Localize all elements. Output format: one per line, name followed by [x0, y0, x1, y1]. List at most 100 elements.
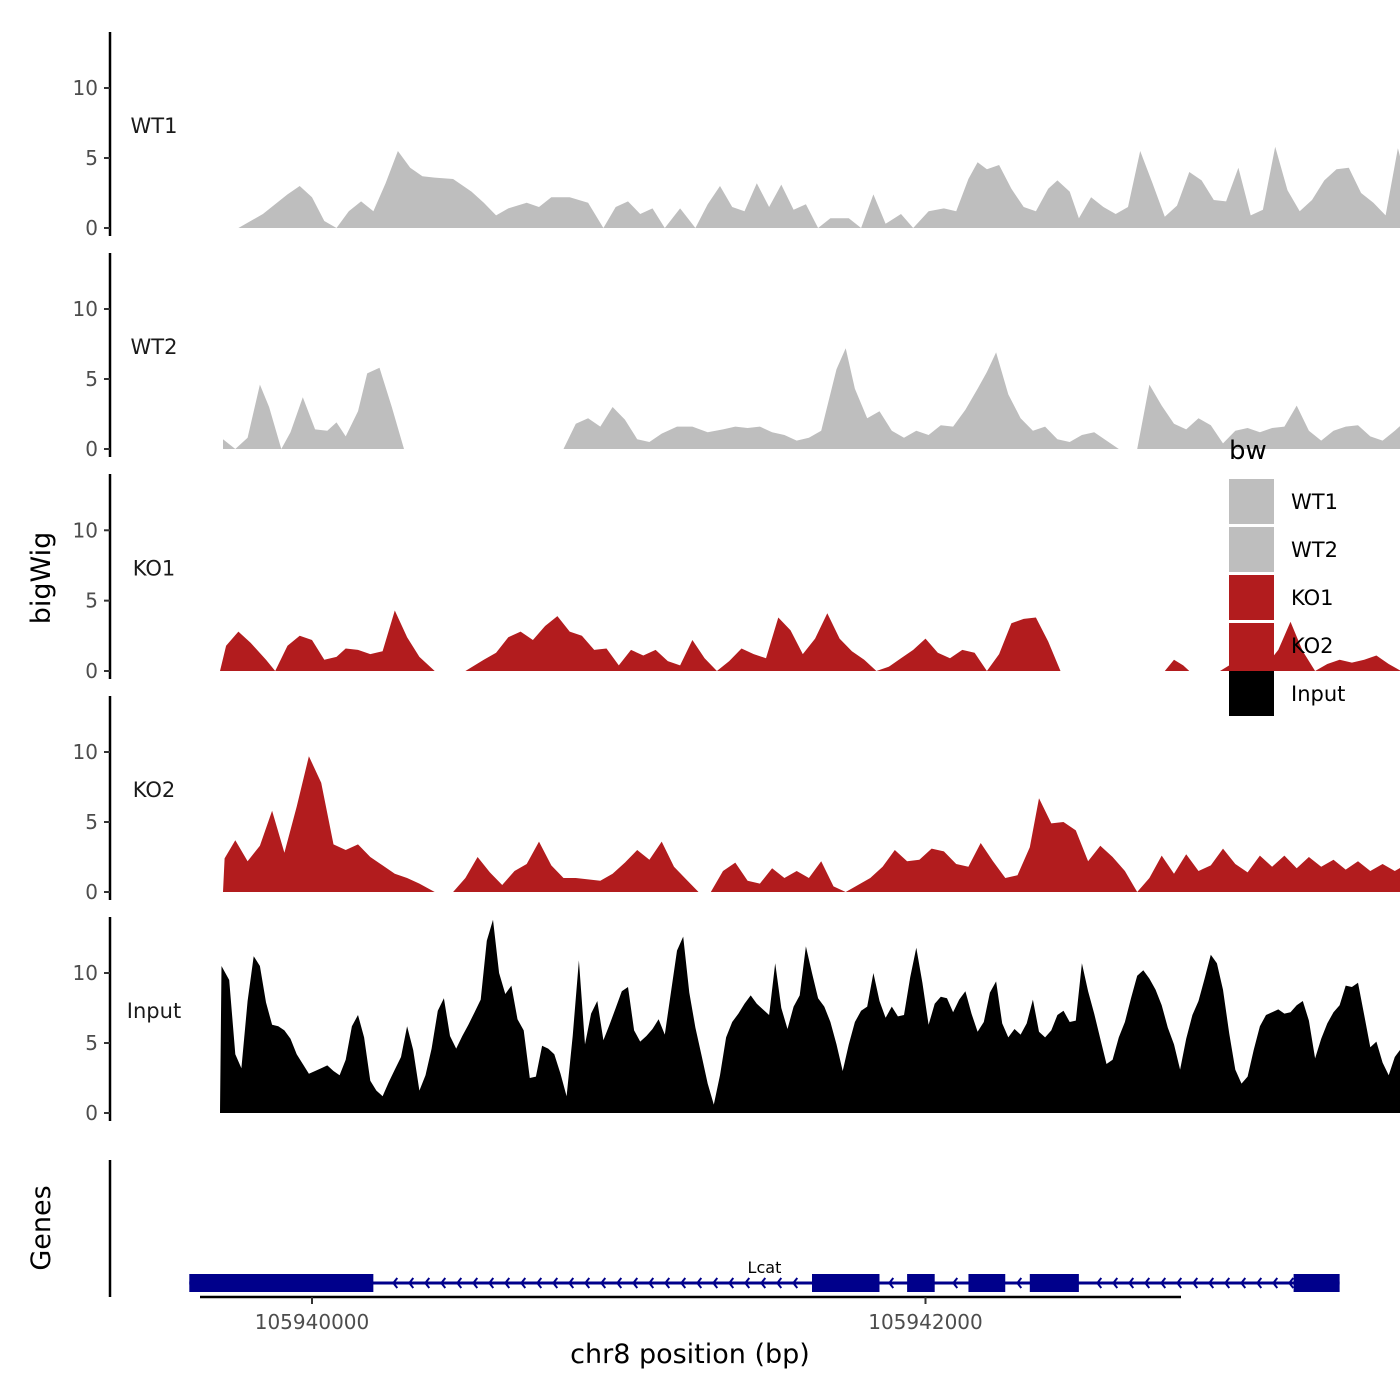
gene-strand-arrow [568, 1277, 575, 1289]
gene-strand-arrow [392, 1277, 399, 1289]
gene-exon-lcat-5 [1029, 1274, 1079, 1292]
track-label-input: Input [127, 999, 181, 1023]
genes-panel: LcatSlc12a4 [108, 1160, 1340, 1297]
gene-strand-arrow [1224, 1277, 1231, 1289]
area-ko2 [223, 756, 1400, 892]
gene-exon-lcat-4 [968, 1274, 1006, 1292]
gene-strand-arrow [1208, 1277, 1215, 1289]
gene-strand-arrow [536, 1277, 543, 1289]
gene-strand-arrow [1160, 1277, 1167, 1289]
legend: bw WT1 WT2 KO1 KO2 Input [1229, 436, 1345, 716]
gene-exon-lcat-6 [1293, 1274, 1340, 1292]
y-tick-label-ko2-0: 0 [85, 880, 98, 904]
gene-strand-arrow [792, 1277, 799, 1289]
gene-strand-arrow [488, 1277, 495, 1289]
genes-axis-title: Genes [26, 1185, 57, 1270]
track-wt2: 0 5 10 WT2 [73, 253, 1400, 461]
track-label-ko1: KO1 [133, 556, 176, 580]
gene-strand-arrow [504, 1277, 511, 1289]
gene-strand-arrow [1256, 1277, 1263, 1289]
gene-strand-arrow [600, 1277, 607, 1289]
signal-tracks: 0 5 10 WT1 0 5 10 WT2 0 5 10 KO1 0 5 10 KO2 0 5 10 Input [73, 32, 1400, 1125]
legend-swatch-input [1229, 671, 1274, 716]
y-tick-label-wt2-10: 10 [73, 297, 98, 321]
y-tick-label-wt2-5: 5 [85, 367, 98, 391]
legend-label-ko1: KO1 [1291, 586, 1334, 610]
gene-strand-arrow [584, 1277, 591, 1289]
x-axis-title: chr8 position (bp) [570, 1339, 810, 1370]
legend-label-ko2: KO2 [1291, 634, 1334, 658]
legend-label-wt2: WT2 [1291, 538, 1338, 562]
y-tick-label-ko1-5: 5 [85, 589, 98, 613]
y-tick-label-wt1-0: 0 [85, 216, 98, 240]
y-tick-label-wt1-5: 5 [85, 146, 98, 170]
gene-strand-arrow [1288, 1277, 1295, 1289]
gene-exon-lcat-2 [812, 1274, 880, 1292]
gene-strand-arrow [1240, 1277, 1247, 1289]
track-ko1: 0 5 10 KO1 [73, 474, 1400, 683]
gene-strand-arrow [1016, 1277, 1023, 1289]
gene-strand-arrow [1176, 1277, 1183, 1289]
area-wt1 [238, 146, 1400, 228]
y-tick-label-ko1-0: 0 [85, 659, 98, 683]
track-ko2: 0 5 10 KO2 [73, 696, 1400, 904]
gene-label-lcat: Lcat [748, 1258, 782, 1277]
gene-strand-arrow [424, 1277, 431, 1289]
gene-strand-arrow [616, 1277, 623, 1289]
gene-lcat: Lcat [189, 1258, 1340, 1292]
track-input: 0 5 10 Input [73, 917, 1400, 1125]
gene-strand-arrow [680, 1277, 687, 1289]
gene-strand-arrow [728, 1277, 735, 1289]
y-tick-label-ko1-10: 10 [73, 518, 98, 542]
x-tick-label-105940000: 105940000 [255, 1310, 370, 1334]
track-wt1: 0 5 10 WT1 [73, 32, 1400, 240]
track-label-wt2: WT2 [131, 335, 178, 359]
gene-strand-arrow [776, 1277, 783, 1289]
gene-strand-arrow [952, 1277, 959, 1289]
y-tick-label-ko2-10: 10 [73, 740, 98, 764]
gene-strand-arrow [632, 1277, 639, 1289]
gene-strand-arrow [1128, 1277, 1135, 1289]
y-tick-label-wt1-10: 10 [73, 76, 98, 100]
track-label-ko2: KO2 [133, 778, 176, 802]
gene-strand-arrow [472, 1277, 479, 1289]
legend-label-input: Input [1291, 682, 1345, 706]
legend-label-wt1: WT1 [1291, 490, 1338, 514]
legend-swatch-ko1 [1229, 575, 1274, 620]
legend-swatch-wt1 [1229, 479, 1274, 524]
area-ko1 [220, 610, 1400, 671]
gene-exon-lcat-1 [189, 1274, 374, 1292]
gene-strand-arrow [888, 1277, 895, 1289]
gene-strand-arrow [712, 1277, 719, 1289]
gene-strand-arrow [664, 1277, 671, 1289]
legend-title: bw [1229, 436, 1267, 466]
gene-strand-arrow [408, 1277, 415, 1289]
gene-strand-arrow [552, 1277, 559, 1289]
track-label-wt1: WT1 [131, 114, 178, 138]
gene-strand-arrow [1272, 1277, 1279, 1289]
y-tick-label-ko2-5: 5 [85, 810, 98, 834]
gene-strand-arrow [744, 1277, 751, 1289]
y-tick-label-input-10: 10 [73, 961, 98, 985]
area-wt2 [223, 348, 1400, 449]
x-tick-label-105942000: 105942000 [868, 1310, 983, 1334]
legend-swatch-wt2 [1229, 527, 1274, 572]
gene-strand-arrow [1096, 1277, 1103, 1289]
legend-swatch-ko2 [1229, 623, 1274, 668]
y-tick-label-input-5: 5 [85, 1031, 98, 1055]
gene-strand-arrow [456, 1277, 463, 1289]
gene-strand-arrow [1112, 1277, 1119, 1289]
gene-strand-arrow [520, 1277, 527, 1289]
area-input [220, 919, 1400, 1113]
gene-strand-arrow [760, 1277, 767, 1289]
y-axis-title: bigWig [26, 532, 57, 625]
gene-strand-arrow [696, 1277, 703, 1289]
gene-strand-arrow [648, 1277, 655, 1289]
gene-strand-arrow [1192, 1277, 1199, 1289]
y-tick-label-input-0: 0 [85, 1101, 98, 1125]
gene-strand-arrow [1144, 1277, 1151, 1289]
gene-exon-lcat-3 [907, 1274, 935, 1292]
gene-strand-arrow [440, 1277, 447, 1289]
